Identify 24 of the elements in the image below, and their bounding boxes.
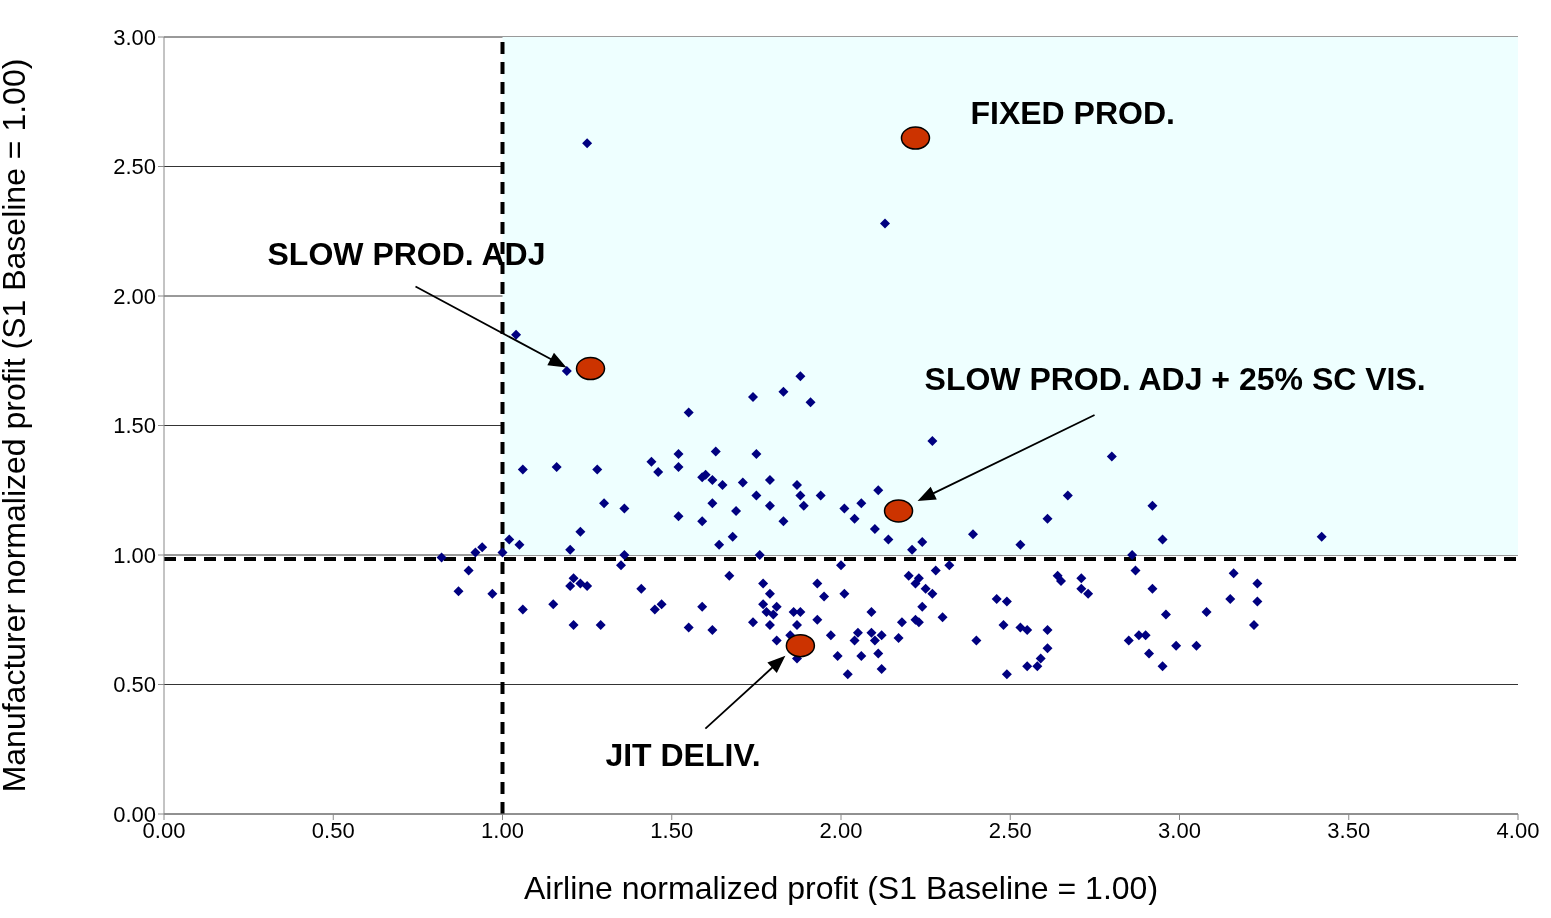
y-tick-label: 1.50 (113, 413, 156, 439)
annotation: FIXED PROD. (970, 95, 1175, 132)
annotation: SLOW PROD. ADJ (267, 235, 546, 272)
y-tick-label: 2.50 (113, 154, 156, 180)
y-tick-label: 0.50 (113, 672, 156, 698)
point (900, 126, 931, 150)
point (883, 499, 914, 523)
x-tick-label: 3.00 (1158, 817, 1201, 843)
annotation: SLOW PROD. ADJ + 25% SC VIS. (924, 361, 1426, 398)
x-tick-label: 1.00 (481, 817, 524, 843)
point (785, 633, 816, 658)
x-tick-label: 4.00 (1496, 817, 1540, 843)
y-tick-label: 1.00 (113, 542, 156, 568)
x-axis-title: Airline normalized profit (S1 Baseline = 1.00) (523, 870, 1159, 906)
x-tick-label: 2.00 (819, 817, 863, 843)
annotation: JIT DELIV. (605, 737, 761, 774)
y-tick-label: 3.00 (113, 24, 156, 50)
y-tick-label: 2.00 (113, 283, 156, 309)
x-tick-label: 0.50 (311, 817, 355, 843)
x-tick-label: 1.50 (650, 817, 694, 843)
x-tick-label: 2.50 (988, 817, 1032, 843)
y-axis-title: Manufacturer normalized profit (S1 Baseline = 1.00) (0, 58, 33, 793)
point (575, 356, 606, 381)
x-tick-label: 3.50 (1327, 817, 1371, 843)
